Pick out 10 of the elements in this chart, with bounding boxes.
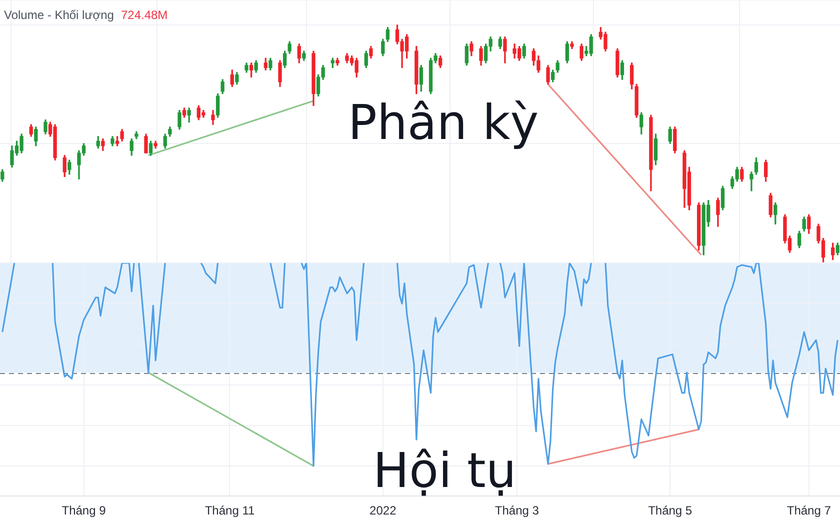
text: 724.48M — [120, 8, 168, 22]
x-tick-label: Tháng 11 — [204, 504, 255, 518]
annotation: Hội tụ — [373, 443, 516, 499]
annotation: Phân kỳ — [348, 95, 539, 151]
x-tick-label: Tháng 7 — [786, 504, 832, 518]
text: Volume - Khối lượng — [4, 8, 114, 22]
x-tick-label: Tháng 5 — [648, 504, 692, 518]
x-tick-label: Tháng 9 — [62, 504, 106, 518]
x-tick-label: 2022 — [370, 504, 397, 518]
x-tick-label: Tháng 3 — [494, 504, 540, 518]
